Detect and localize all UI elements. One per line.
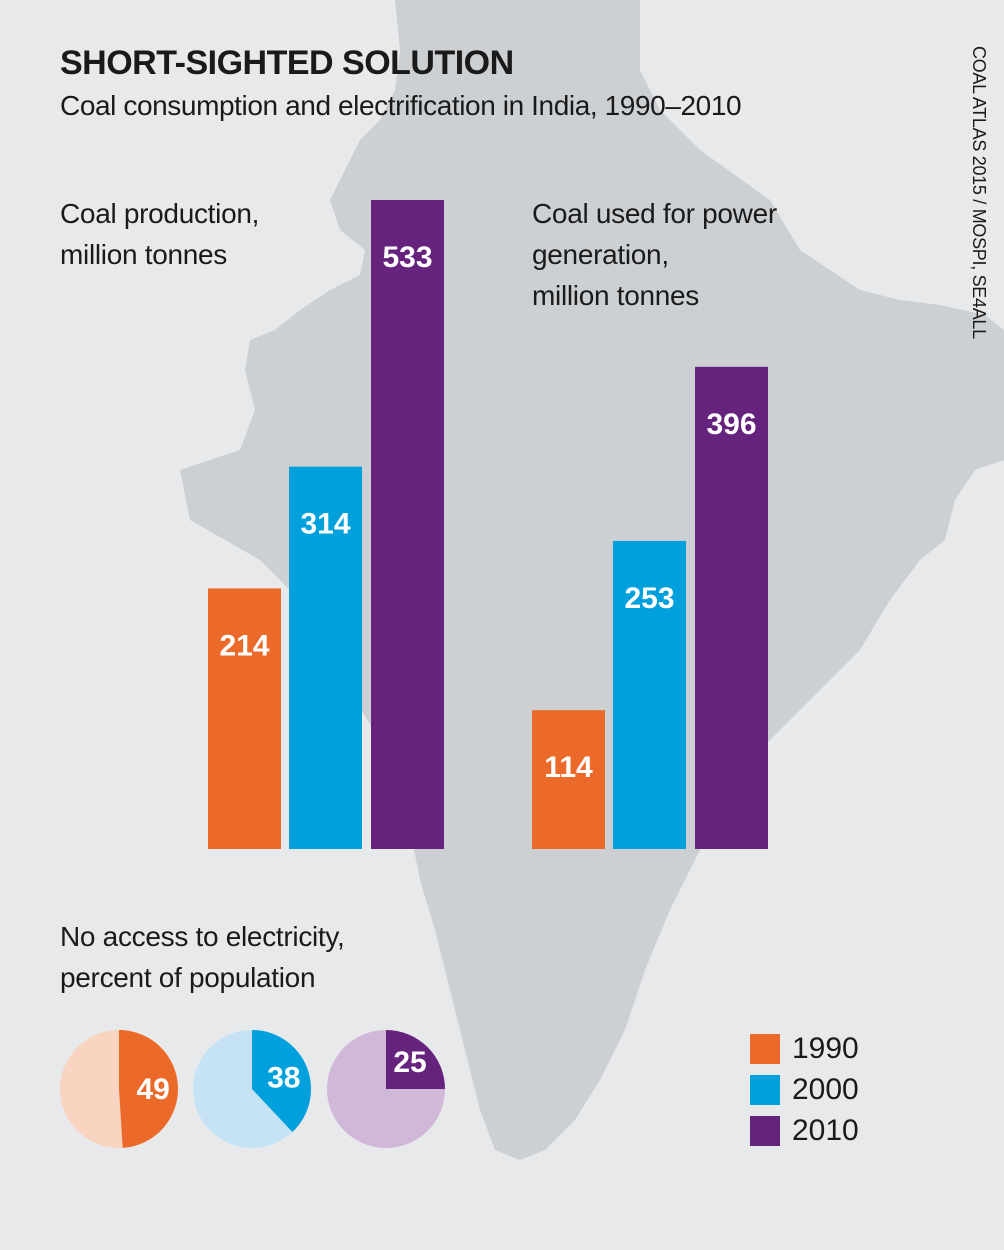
- production-bar-label-2010: 533: [382, 241, 432, 274]
- legend-swatch-2000: [750, 1074, 780, 1105]
- electricity-chart-label: No access to electricity, percent of pop…: [60, 916, 345, 998]
- legend-item-2000: 2000: [750, 1069, 859, 1110]
- pie-label-2000: 38: [267, 1061, 300, 1094]
- chart-subtitle: Coal consumption and electrification in …: [60, 90, 742, 121]
- chart-title: SHORT-SIGHTED SOLUTION: [60, 44, 514, 82]
- power-label-line-3: million tonnes: [532, 280, 699, 311]
- power-label-line-2: generation,: [532, 239, 669, 270]
- production-label-line-2: million tonnes: [60, 239, 227, 270]
- legend-label-1990: 1990: [792, 1031, 859, 1065]
- legend-label-2000: 2000: [792, 1072, 859, 1106]
- production-bar-label-1990: 214: [219, 629, 269, 662]
- legend: 1990 2000 2010: [750, 1028, 859, 1151]
- electricity-label-line-1: No access to electricity,: [60, 921, 345, 952]
- pie-slice-2000: [252, 1030, 312, 1133]
- power-bar-1990: [532, 710, 605, 849]
- power-bar-2010: [695, 366, 768, 849]
- electricity-label-line-2: percent of population: [60, 962, 316, 993]
- production-bar-1990: [208, 588, 281, 849]
- production-chart-label: Coal production, million tonnes: [60, 193, 259, 275]
- pie-label-2010: 25: [393, 1046, 426, 1079]
- legend-label-2010: 2010: [792, 1113, 859, 1147]
- legend-item-2010: 2010: [750, 1110, 859, 1151]
- power-chart-label: Coal used for power generation, million …: [532, 193, 777, 316]
- power-bar-label-2010: 396: [706, 408, 756, 441]
- production-bar-2010: [371, 200, 444, 849]
- power-bar-label-1990: 114: [544, 751, 593, 784]
- legend-swatch-2010: [750, 1115, 780, 1146]
- production-label-line-1: Coal production,: [60, 198, 260, 229]
- pie-label-1990: 49: [137, 1073, 170, 1106]
- power-bar-2000: [613, 540, 686, 849]
- pie-slice-2010: [386, 1030, 445, 1089]
- legend-swatch-1990: [750, 1033, 780, 1064]
- power-label-line-1: Coal used for power: [532, 198, 777, 229]
- production-bar-label-2000: 314: [300, 508, 350, 541]
- legend-item-1990: 1990: [750, 1028, 859, 1069]
- power-bar-label-2000: 253: [624, 582, 674, 615]
- pie-slice-1990: [119, 1030, 179, 1148]
- production-bar-2000: [289, 466, 362, 849]
